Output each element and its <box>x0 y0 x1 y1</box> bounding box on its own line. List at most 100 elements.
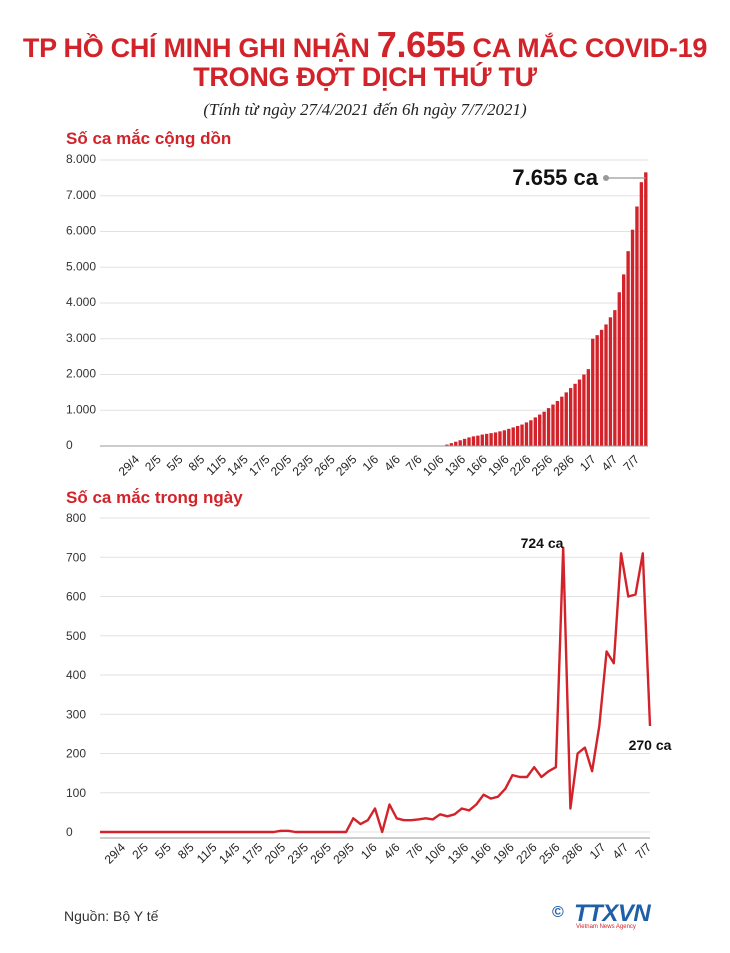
cumulative-bar <box>626 251 630 446</box>
daily-x-tick: 2/5 <box>129 840 151 862</box>
cumulative-bar <box>644 172 648 447</box>
title-prefix: TP HỒ CHÍ MINH GHI NHẬN <box>22 33 377 63</box>
cumulative-bar <box>639 182 644 447</box>
daily-x-tick: 13/6 <box>445 840 472 867</box>
copyright-icon: © <box>552 904 564 921</box>
daily-y-tick: 400 <box>66 668 86 682</box>
cumulative-bar <box>511 427 515 446</box>
daily-y-tick: 100 <box>66 786 86 800</box>
cumulative-bar <box>568 388 573 446</box>
cumulative-bar <box>507 428 511 446</box>
cumulative-x-tick: 17/5 <box>246 452 273 479</box>
daily-peak-label: 724 ca <box>521 535 564 551</box>
source-note: Nguồn: Bộ Y tế <box>64 908 159 924</box>
cumulative-bar <box>546 408 551 446</box>
daily-x-tick: 7/7 <box>632 840 654 862</box>
cumulative-bar <box>622 274 626 446</box>
cumulative-x-tick: 25/6 <box>529 452 556 479</box>
cumulative-bar <box>529 420 533 446</box>
daily-x-tick: 8/5 <box>175 840 197 862</box>
daily-x-tick: 29/4 <box>102 840 129 867</box>
daily-y-tick: 0 <box>66 825 73 839</box>
daily-x-tick: 5/5 <box>152 840 174 862</box>
cumulative-annotation-dot <box>603 175 609 181</box>
cumulative-x-tick: 7/7 <box>620 452 642 474</box>
main-title-line2: TRONG ĐỢT DỊCH THỨ TƯ <box>193 62 537 92</box>
cumulative-x-tick: 10/6 <box>420 452 447 479</box>
daily-x-tick: 29/5 <box>330 840 357 867</box>
cumulative-x-tick: 4/7 <box>599 452 621 474</box>
cumulative-x-tick: 19/6 <box>485 452 512 479</box>
cumulative-bar <box>617 292 621 446</box>
cumulative-x-tick: 16/6 <box>464 452 491 479</box>
daily-x-tick: 22/6 <box>513 840 540 867</box>
cumulative-annotation-label: 7.655 ca <box>512 165 598 190</box>
cumulative-y-tick: 3.000 <box>66 331 96 345</box>
cumulative-x-tick: 28/6 <box>550 452 577 479</box>
cumulative-bar <box>551 404 555 446</box>
daily-y-tick: 600 <box>66 590 86 604</box>
daily-x-tick: 19/6 <box>490 840 517 867</box>
daily-y-tick: 200 <box>66 747 86 761</box>
cumulative-bar <box>467 437 471 446</box>
cumulative-bar <box>462 438 467 446</box>
cumulative-chart-title: Số ca mắc cộng dồn <box>66 129 232 148</box>
cumulative-bar <box>630 229 635 446</box>
title-highlight-number: 7.655 <box>376 24 466 65</box>
cumulative-x-tick: 22/6 <box>507 452 534 479</box>
cumulative-bar <box>591 338 595 446</box>
daily-x-tick: 16/6 <box>468 840 495 867</box>
cumulative-bar <box>608 317 613 446</box>
cumulative-x-tick: 26/5 <box>311 452 338 479</box>
cumulative-bar <box>515 425 520 446</box>
daily-x-tick: 14/5 <box>216 840 243 867</box>
cumulative-bar <box>493 432 498 446</box>
cumulative-bar <box>498 431 502 446</box>
cumulative-bar <box>485 433 489 446</box>
daily-y-tick: 700 <box>66 550 86 564</box>
cumulative-x-tick: 13/6 <box>442 452 469 479</box>
cumulative-bar <box>489 433 493 446</box>
daily-x-tick: 11/5 <box>194 840 220 866</box>
cumulative-bar <box>613 310 617 446</box>
cumulative-bar <box>635 206 639 446</box>
cumulative-y-tick: 5.000 <box>66 259 96 273</box>
daily-x-tick: 10/6 <box>422 840 449 867</box>
daily-x-tick: 1/6 <box>358 840 380 862</box>
daily-x-tick: 25/6 <box>536 840 563 867</box>
cumulative-x-tick: 4/6 <box>381 452 403 474</box>
daily-x-tick: 7/6 <box>404 840 426 862</box>
cumulative-bar <box>577 379 582 446</box>
cumulative-x-tick: 20/5 <box>268 452 295 479</box>
cumulative-y-tick: 7.000 <box>66 188 96 202</box>
cumulative-bar <box>471 436 476 446</box>
cumulative-bar <box>564 392 568 446</box>
cumulative-bar <box>555 400 560 446</box>
cumulative-bar <box>502 430 507 446</box>
cumulative-bar <box>449 443 454 446</box>
cumulative-bar <box>538 414 542 446</box>
cumulative-bar <box>582 374 586 446</box>
cumulative-y-tick: 1.000 <box>66 402 96 416</box>
cumulative-y-tick: 8.000 <box>66 152 96 166</box>
cumulative-x-tick: 5/5 <box>164 452 186 474</box>
daily-x-tick: 28/6 <box>559 840 586 867</box>
daily-x-tick: 26/5 <box>308 840 335 867</box>
cumulative-x-tick: 14/5 <box>224 452 251 479</box>
cumulative-y-tick: 4.000 <box>66 295 96 309</box>
cumulative-bar <box>542 411 546 446</box>
subtitle: (Tính từ ngày 27/4/2021 đến 6h ngày 7/7/… <box>203 100 527 119</box>
cumulative-bar <box>445 444 449 446</box>
cumulative-bar <box>604 324 608 446</box>
daily-x-tick: 1/7 <box>587 840 609 862</box>
daily-chart-title: Số ca mắc trong ngày <box>66 488 243 507</box>
cumulative-bar <box>476 435 480 446</box>
cumulative-bar <box>533 417 537 446</box>
title-suffix: CA MẮC COVID-19 <box>465 33 708 63</box>
cumulative-bar <box>573 383 577 446</box>
ttxvn-logo: © TTXVN Vietnam News Agency <box>552 900 672 934</box>
cumulative-y-tick: 2.000 <box>66 367 96 381</box>
cumulative-x-tick: 29/5 <box>333 452 360 479</box>
daily-y-tick: 800 <box>66 511 86 525</box>
